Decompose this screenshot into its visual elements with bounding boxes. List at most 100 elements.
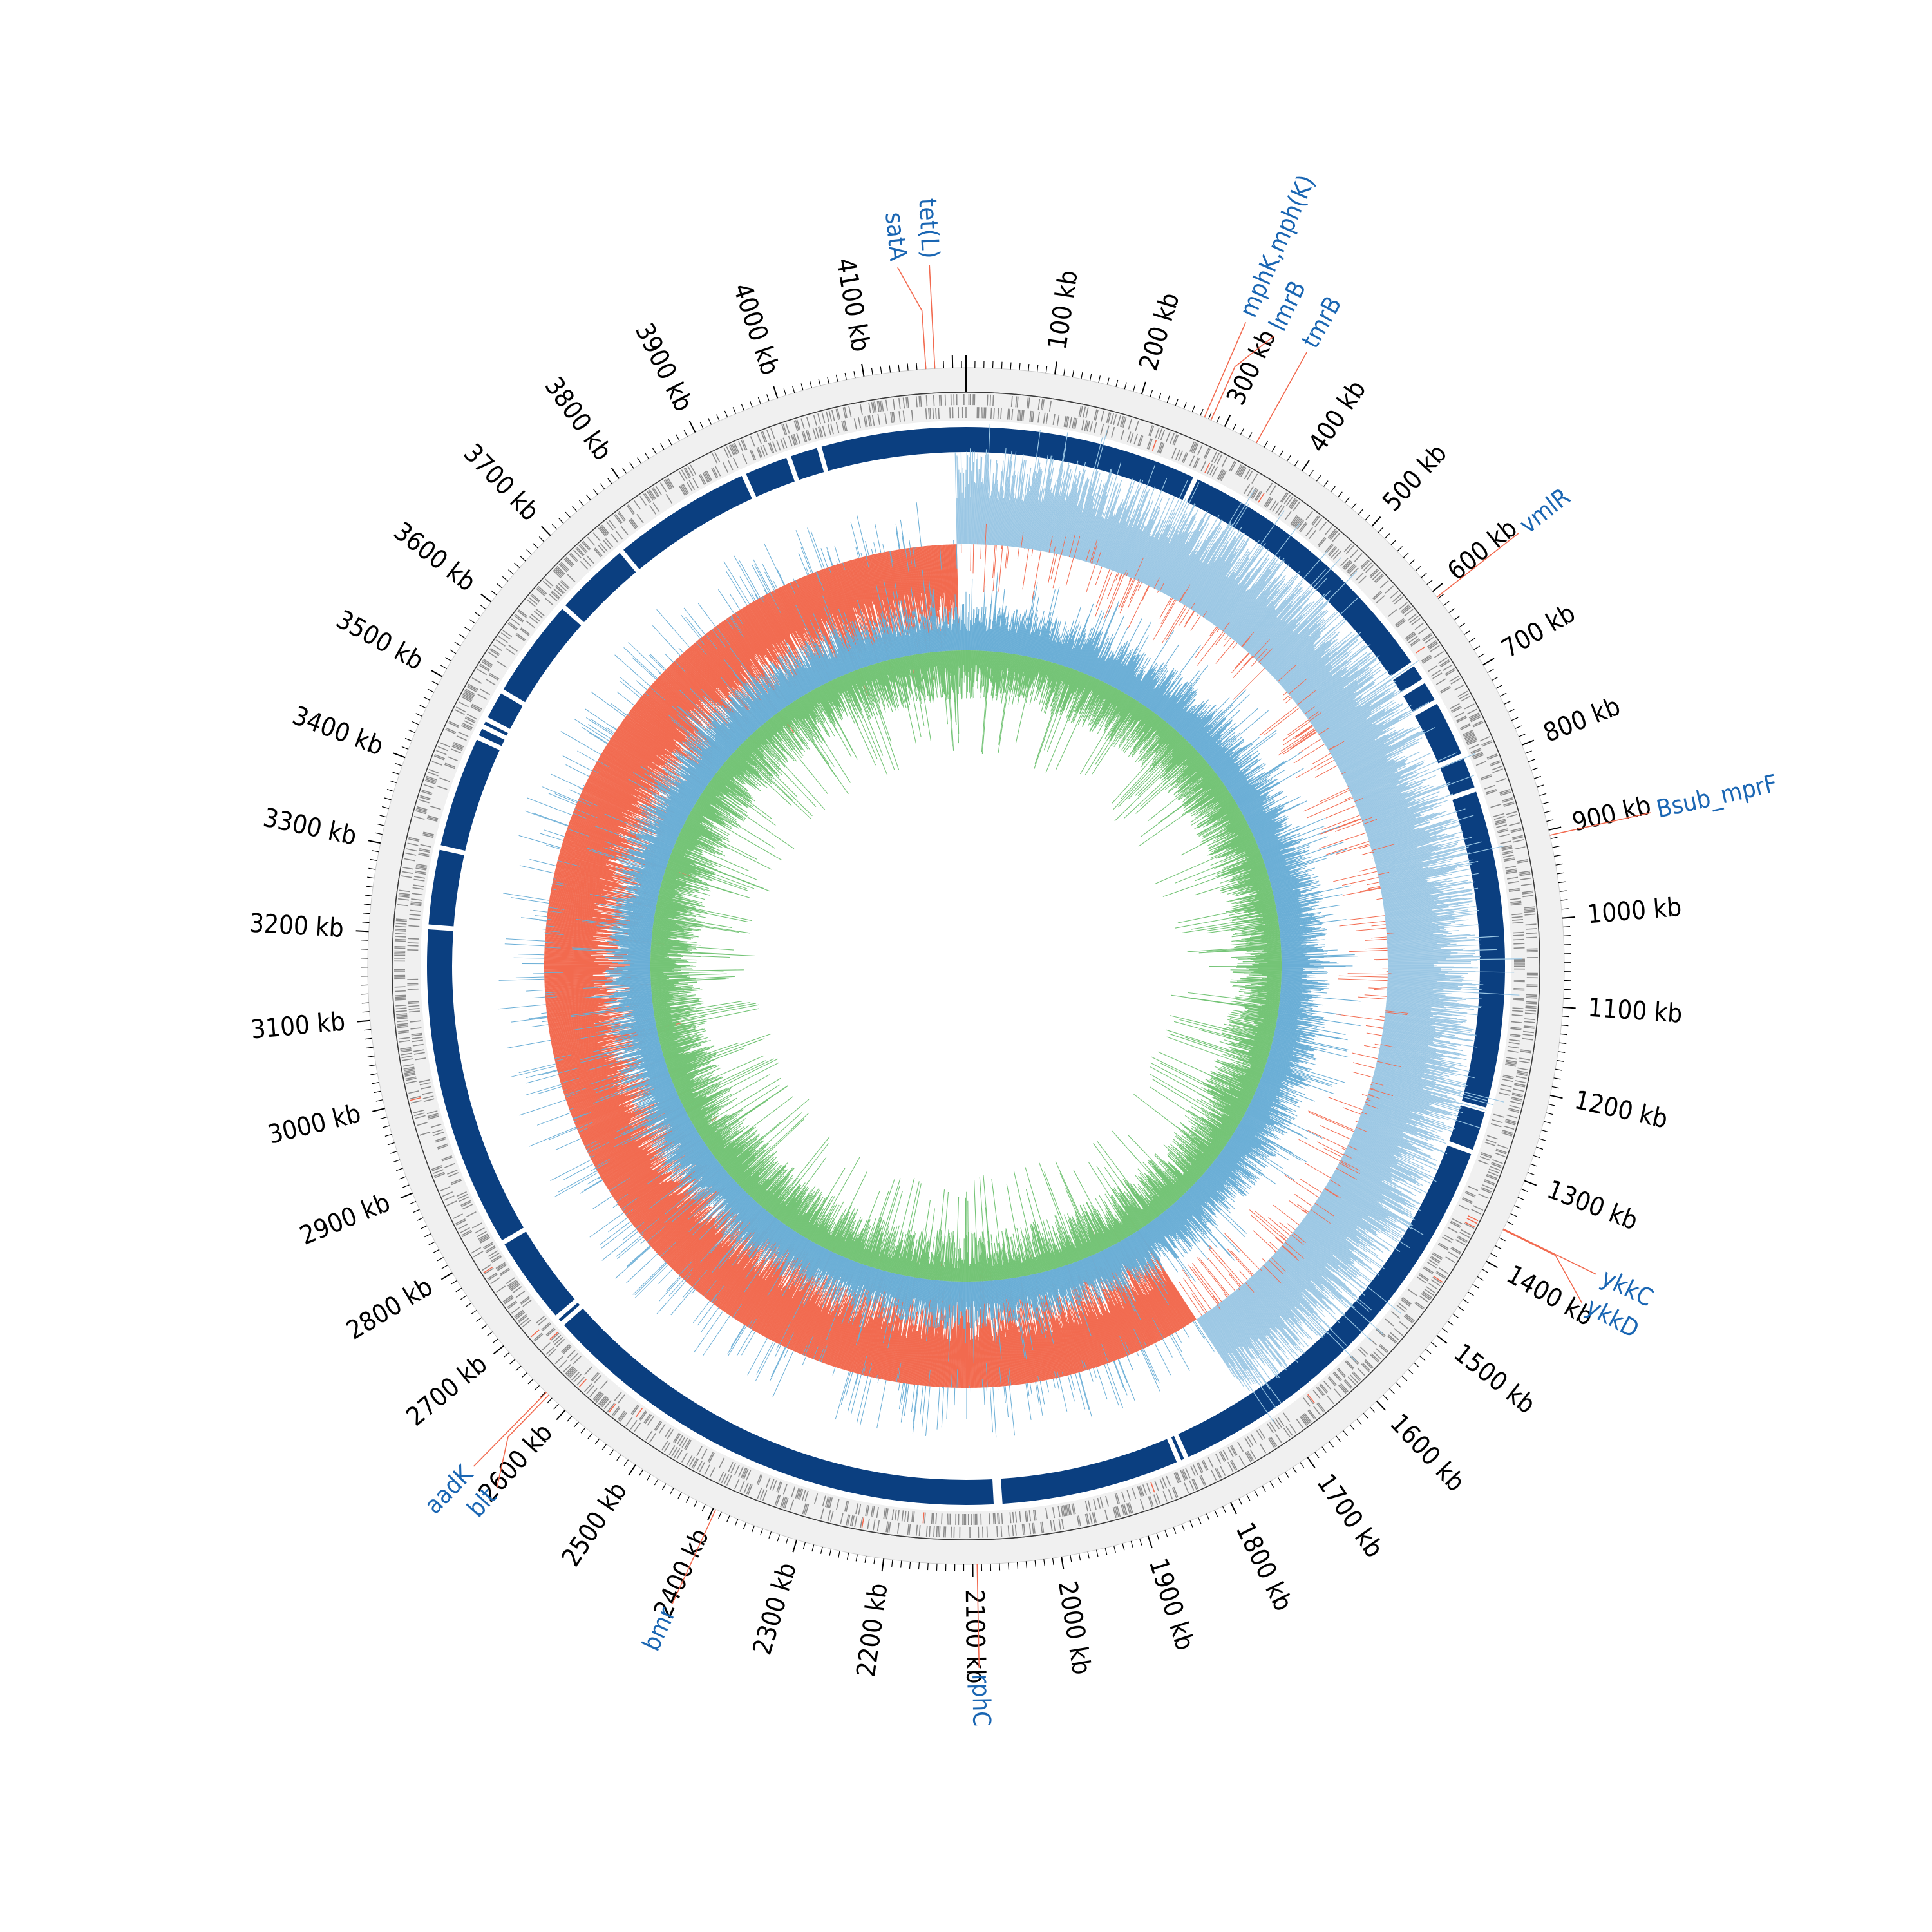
feature-mark	[1525, 1009, 1537, 1012]
feature-mark	[1019, 1511, 1021, 1522]
feature-mark	[989, 1513, 990, 1525]
feature-mark	[1104, 1509, 1108, 1520]
feature-mark	[1502, 1131, 1513, 1135]
feature-mark	[437, 785, 448, 790]
feature-mark	[743, 1468, 749, 1479]
feature-mark	[1452, 1218, 1463, 1225]
minor-tick	[1384, 533, 1390, 539]
minor-tick	[1349, 1425, 1355, 1431]
minor-tick	[1397, 546, 1403, 552]
feature-mark	[1465, 736, 1476, 742]
feature-mark	[913, 1511, 915, 1523]
minor-tick	[1430, 1341, 1437, 1347]
feature-mark	[1138, 1486, 1143, 1497]
major-tick	[493, 1345, 504, 1355]
minor-tick	[1395, 1381, 1401, 1388]
feature-mark	[1244, 469, 1251, 480]
tick-label: 2500 kb	[556, 1477, 633, 1572]
minor-tick	[820, 1546, 823, 1554]
feature-mark	[1247, 1450, 1254, 1461]
minor-tick	[1081, 372, 1083, 379]
feature-mark	[1506, 1114, 1518, 1119]
feature-mark	[1303, 1414, 1311, 1423]
feature-mark	[1067, 1504, 1070, 1516]
feature-mark	[1217, 469, 1223, 480]
gc-skew-mark	[1387, 963, 1472, 965]
feature-mark	[547, 1349, 557, 1357]
feature-mark	[1349, 1374, 1358, 1383]
minor-tick	[585, 494, 591, 500]
feature-mark	[479, 665, 489, 672]
minor-tick	[1200, 408, 1204, 416]
feature-mark	[1517, 1070, 1528, 1074]
feature-mark	[1215, 1454, 1222, 1464]
feature-mark	[1502, 1074, 1514, 1078]
feature-mark	[1063, 415, 1067, 427]
feature-mark	[1526, 994, 1537, 996]
feature-mark	[797, 1488, 802, 1500]
minor-tick	[1487, 668, 1494, 674]
minor-tick	[475, 1317, 482, 1322]
feature-mark	[554, 567, 564, 576]
feature-mark	[504, 1297, 514, 1305]
feature-mark	[1369, 568, 1378, 577]
feature-mark	[542, 580, 552, 589]
feature-mark	[573, 549, 582, 558]
feature-mark	[902, 410, 905, 422]
tick-label: 1800 kb	[1229, 1518, 1298, 1616]
minor-tick	[1447, 1320, 1454, 1326]
feature-mark	[1478, 1193, 1489, 1199]
feature-mark	[394, 990, 406, 992]
minor-tick	[766, 394, 770, 401]
minor-tick	[1553, 1077, 1561, 1080]
gc-skew-spike	[981, 1379, 983, 1388]
feature-mark	[1467, 1186, 1479, 1191]
feature-mark	[712, 453, 718, 464]
feature-mark	[1472, 752, 1483, 757]
feature-mark	[411, 1034, 422, 1037]
feature-mark	[1153, 1494, 1159, 1506]
feature-mark	[1502, 850, 1513, 854]
feature-mark	[1502, 1079, 1513, 1083]
minor-tick	[1389, 1388, 1395, 1394]
feature-mark	[1421, 1293, 1431, 1301]
feature-mark	[1414, 622, 1424, 630]
minor-tick	[927, 1563, 929, 1571]
feature-mark	[1510, 898, 1521, 900]
feature-mark	[550, 1332, 560, 1341]
feature-mark	[1151, 440, 1157, 451]
feature-mark	[461, 723, 473, 730]
feature-mark	[1345, 1361, 1354, 1370]
feature-mark	[659, 482, 667, 493]
feature-mark	[478, 1235, 489, 1241]
feature-mark	[1323, 1381, 1332, 1390]
feature-mark	[1247, 486, 1254, 497]
major-tick	[1524, 1180, 1537, 1186]
feature-mark	[1481, 1152, 1492, 1157]
feature-mark	[1026, 397, 1029, 409]
feature-mark	[1209, 465, 1216, 476]
feature-mark	[1505, 1063, 1517, 1067]
feature-mark	[1468, 744, 1480, 750]
minor-tick	[534, 1385, 540, 1391]
major-tick	[1147, 1535, 1153, 1549]
feature-mark	[826, 411, 829, 422]
gc-skew-mark	[967, 484, 969, 545]
feature-mark	[489, 672, 500, 680]
feature-mark	[466, 1211, 477, 1218]
feature-mark	[772, 1480, 777, 1491]
feature-mark	[395, 998, 406, 999]
feature-mark	[1357, 1367, 1366, 1376]
feature-mark	[480, 1236, 491, 1244]
feature-mark	[1450, 703, 1460, 710]
feature-mark	[1149, 1495, 1154, 1507]
feature-mark	[1066, 1504, 1069, 1516]
feature-mark	[1365, 564, 1374, 573]
feature-mark	[1133, 433, 1138, 445]
feature-mark	[533, 611, 544, 619]
feature-mark	[634, 1422, 641, 1432]
feature-mark	[1182, 452, 1189, 464]
feature-mark	[686, 1455, 693, 1466]
feature-mark	[1291, 499, 1298, 509]
feature-mark	[1505, 1120, 1516, 1124]
